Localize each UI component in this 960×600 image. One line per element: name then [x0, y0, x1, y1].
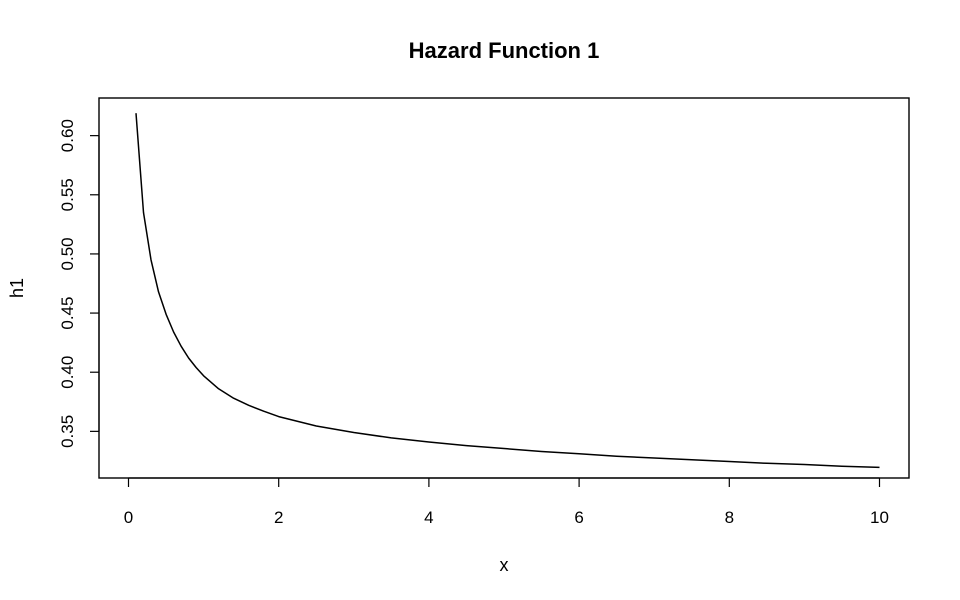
x-tick-label: 0: [124, 508, 133, 527]
x-tick-label: 8: [725, 508, 734, 527]
y-tick-label: 0.40: [58, 356, 77, 389]
x-tick-label: 10: [870, 508, 889, 527]
y-tick-label: 0.55: [58, 178, 77, 211]
y-axis-label: h1: [7, 278, 27, 298]
x-axis: 0 2 4 6 8 10: [124, 477, 889, 527]
x-axis-label: x: [500, 555, 509, 575]
y-tick-label: 0.45: [58, 297, 77, 330]
x-tick-label: 2: [274, 508, 283, 527]
y-axis: 0.35 0.40 0.45 0.50 0.55 0.60: [58, 119, 100, 448]
plot-frame: [98, 97, 910, 479]
y-tick-label: 0.60: [58, 119, 77, 152]
x-tick-label: 4: [424, 508, 433, 527]
y-tick-label: 0.50: [58, 237, 77, 270]
x-tick-label: 6: [574, 508, 583, 527]
hazard-line: [135, 113, 880, 469]
y-tick-label: 0.35: [58, 415, 77, 448]
series-layer: [135, 113, 880, 469]
chart-title: Hazard Function 1: [409, 38, 600, 63]
